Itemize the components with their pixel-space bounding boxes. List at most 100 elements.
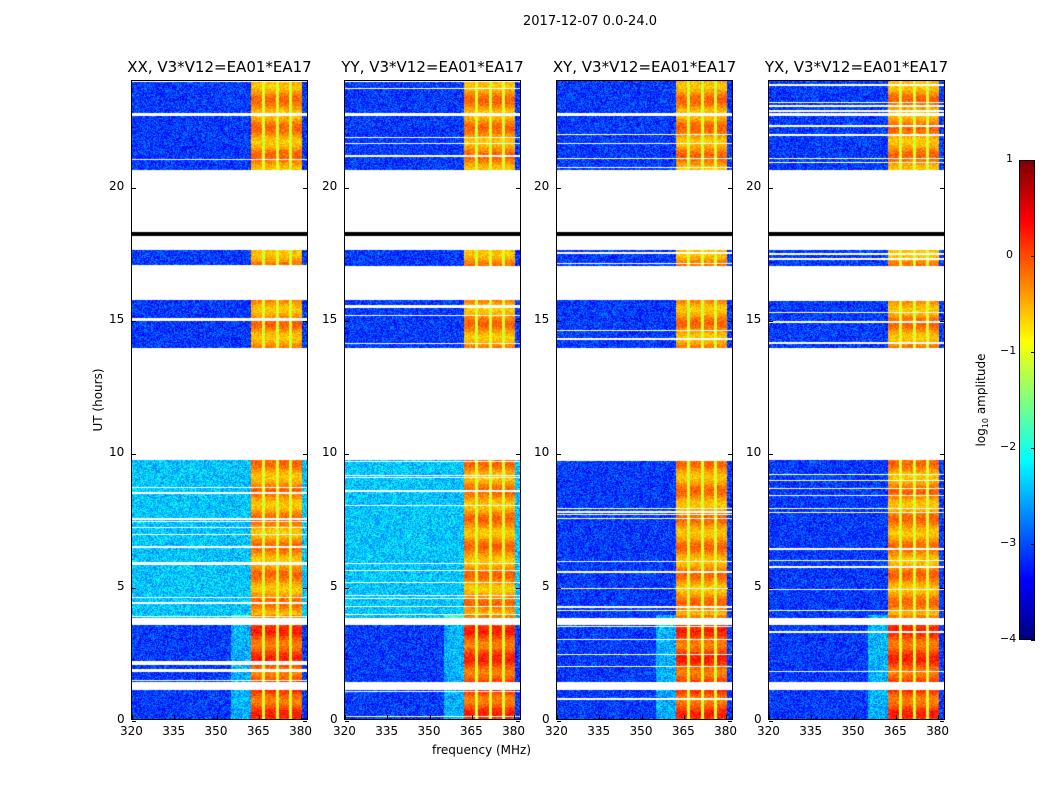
x-tick-label: 350 (204, 724, 228, 738)
x-tick-label: 320 (545, 724, 568, 738)
colorbar-tick-mark (1031, 256, 1035, 257)
y-tick-mark (132, 587, 136, 589)
y-tick-mark (303, 454, 307, 456)
heatmap-image (345, 81, 520, 719)
y-tick-mark (940, 587, 944, 589)
colorbar (1019, 160, 1035, 640)
x-tick-mark (174, 715, 176, 719)
x-tick-mark (938, 715, 940, 719)
x-tick-mark (345, 715, 346, 719)
y-tick-mark (769, 187, 773, 189)
y-tick-label: 10 (322, 445, 338, 460)
y-tick-label: 0 (754, 712, 762, 726)
x-tick-mark (557, 715, 558, 719)
x-tick-label: 380 (289, 724, 312, 738)
x-tick-label: 320 (120, 724, 143, 738)
y-tick-mark (940, 721, 944, 722)
y-tick-mark (516, 721, 520, 722)
y-tick-mark (557, 187, 561, 189)
y-tick-label: 10 (534, 445, 550, 460)
x-tick-mark (895, 715, 897, 719)
y-tick-mark (345, 721, 349, 722)
y-tick-mark (940, 187, 944, 189)
x-tick-label: 380 (714, 724, 737, 738)
x-tick-mark (387, 715, 389, 719)
colorbar-tick-label: −1 (1000, 344, 1017, 357)
x-tick-label: 350 (417, 724, 441, 738)
y-tick-mark (303, 721, 307, 722)
y-tick-label: 5 (330, 578, 338, 593)
y-tick-mark (345, 454, 349, 456)
y-tick-label: 15 (534, 312, 550, 326)
heatmap-panel-yy (344, 80, 521, 722)
y-tick-mark (303, 187, 307, 189)
y-tick-label: 20 (109, 178, 125, 193)
y-tick-mark (516, 321, 520, 322)
y-axis-label: UT (hours) (91, 368, 105, 432)
x-tick-label: 335 (162, 724, 186, 738)
colorbar-gradient (1020, 161, 1034, 639)
heatmap-image (557, 81, 732, 719)
y-tick-mark (557, 721, 561, 722)
colorbar-tick-label: −2 (1000, 440, 1017, 453)
colorbar-tick-mark (1031, 160, 1035, 161)
x-tick-mark (769, 715, 770, 719)
y-tick-label: 20 (746, 178, 762, 193)
x-tick-mark (853, 715, 855, 719)
y-tick-mark (516, 187, 520, 189)
x-tick-mark (301, 715, 303, 719)
y-tick-mark (769, 321, 773, 322)
x-tick-label: 365 (883, 724, 907, 738)
colorbar-tick-label: 1 (1006, 152, 1013, 165)
panel-title: XY, V3*V12=EA01*EA17 (552, 58, 737, 76)
y-tick-label: 15 (109, 312, 125, 326)
y-tick-mark (132, 721, 136, 722)
x-tick-label: 335 (587, 724, 611, 738)
y-tick-mark (728, 187, 732, 189)
x-tick-label: 350 (629, 724, 653, 738)
y-tick-mark (345, 587, 349, 589)
x-tick-label: 335 (375, 724, 399, 738)
y-tick-mark (132, 187, 136, 189)
y-tick-label: 10 (746, 445, 762, 460)
x-tick-mark (683, 715, 685, 719)
y-tick-mark (132, 454, 136, 456)
colorbar-tick-label: 0 (1006, 248, 1013, 261)
y-tick-mark (557, 321, 561, 322)
y-tick-mark (940, 321, 944, 322)
x-tick-label: 335 (799, 724, 823, 738)
heatmap-panel-xy (556, 80, 733, 722)
y-tick-label: 5 (754, 578, 762, 593)
y-tick-mark (769, 587, 773, 589)
y-tick-mark (769, 454, 773, 456)
y-tick-label: 0 (117, 712, 125, 726)
y-tick-mark (345, 321, 349, 322)
colorbar-tick-label: −3 (1000, 536, 1017, 549)
x-tick-mark (811, 715, 813, 719)
x-tick-mark (258, 715, 260, 719)
x-tick-label: 380 (926, 724, 949, 738)
x-tick-label: 350 (841, 724, 865, 738)
x-tick-mark (599, 715, 601, 719)
y-tick-mark (557, 587, 561, 589)
x-tick-mark (429, 715, 431, 719)
y-tick-label: 0 (330, 712, 338, 726)
panel-title: XX, V3*V12=EA01*EA17 (127, 58, 312, 76)
y-tick-mark (516, 454, 520, 456)
y-tick-mark (345, 187, 349, 189)
y-tick-mark (940, 454, 944, 456)
colorbar-tick-mark (1031, 544, 1035, 545)
y-tick-mark (303, 587, 307, 589)
heatmap-image (132, 81, 307, 719)
x-tick-label: 365 (246, 724, 270, 738)
colorbar-tick-label: −4 (1000, 632, 1017, 645)
figure-title: 2017-12-07 0.0-24.0 (523, 14, 657, 29)
y-tick-mark (132, 321, 136, 322)
x-axis-label: frequency (MHz) (432, 743, 532, 757)
colorbar-tick-mark (1031, 448, 1035, 449)
panel-title: YY, V3*V12=EA01*EA17 (341, 58, 524, 76)
x-tick-mark (132, 715, 133, 719)
y-tick-mark (728, 321, 732, 322)
colorbar-tick-mark (1031, 352, 1035, 353)
